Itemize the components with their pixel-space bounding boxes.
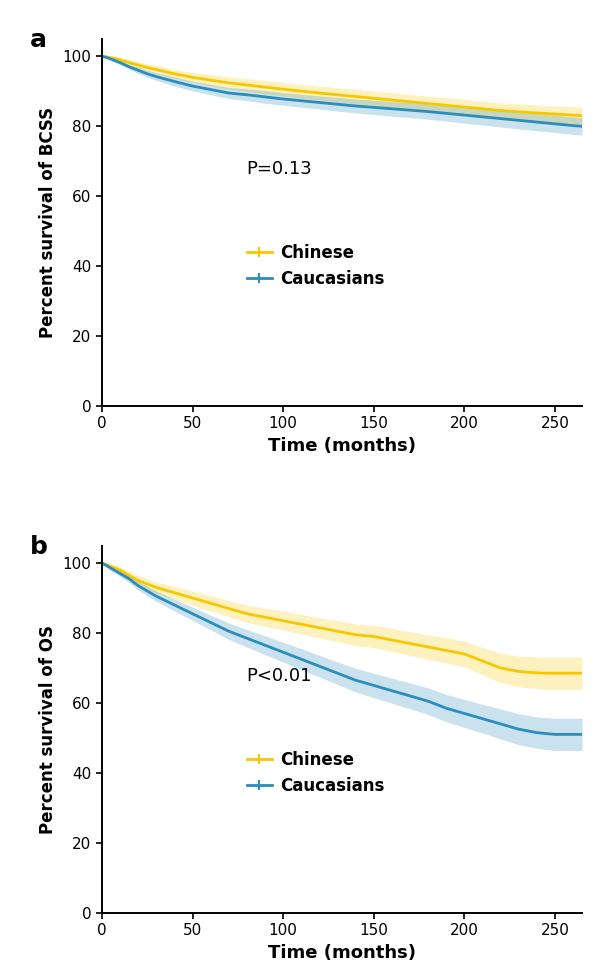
Y-axis label: Percent survival of OS: Percent survival of OS [39, 624, 57, 834]
Legend: Chinese, Caucasians: Chinese, Caucasians [240, 237, 391, 295]
Text: b: b [30, 535, 48, 558]
Text: a: a [30, 28, 47, 51]
X-axis label: Time (months): Time (months) [268, 944, 416, 961]
Legend: Chinese, Caucasians: Chinese, Caucasians [240, 744, 391, 802]
Text: P<0.01: P<0.01 [246, 667, 311, 685]
Text: P=0.13: P=0.13 [246, 160, 312, 178]
Y-axis label: Percent survival of BCSS: Percent survival of BCSS [39, 107, 57, 338]
X-axis label: Time (months): Time (months) [268, 437, 416, 455]
